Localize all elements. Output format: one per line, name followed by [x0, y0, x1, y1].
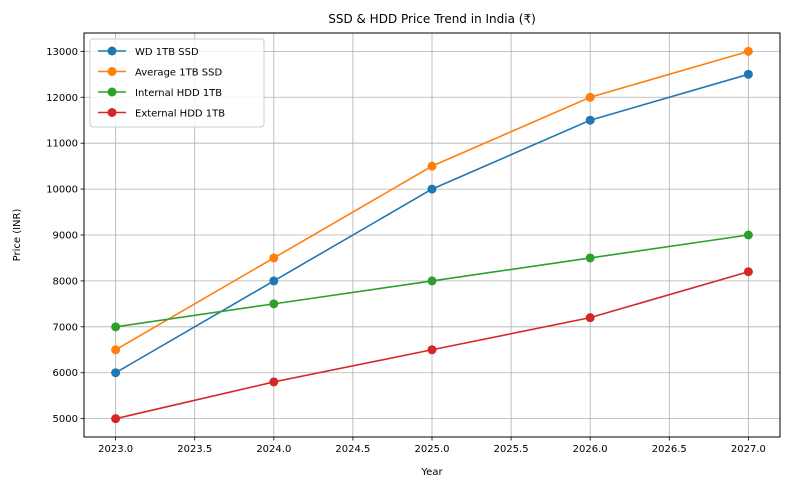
legend: WD 1TB SSD Average 1TB SSD Internal HDD 1T…	[89, 38, 265, 128]
data-point	[111, 368, 121, 378]
legend-label: Average 1TB SSD	[135, 68, 222, 79]
data-point	[427, 184, 437, 194]
x-tick-label: 2024.0	[256, 444, 291, 455]
x-tick-label: 2026.0	[573, 444, 608, 455]
y-tick-label: 12000	[46, 93, 78, 104]
y-tick-label: 10000	[46, 185, 78, 196]
data-point	[743, 46, 753, 56]
x-tick-label: 2027.0	[731, 444, 766, 455]
legend-item: WD 1TB SSD	[98, 46, 199, 58]
legend-label: Internal HDD 1TB	[135, 88, 222, 99]
x-tick-label: 2026.5	[652, 444, 687, 455]
legend-label: External HDD 1TB	[135, 109, 225, 120]
series-internal-hdd-1tb	[111, 230, 753, 332]
data-point	[111, 414, 121, 424]
data-point	[585, 313, 595, 323]
legend-label: WD 1TB SSD	[135, 47, 199, 58]
x-tick-label: 2023.0	[98, 444, 133, 455]
legend-marker	[107, 67, 117, 76]
y-tick-label: 5000	[53, 414, 78, 425]
data-point	[269, 377, 279, 387]
x-tick-label: 2024.5	[335, 444, 370, 455]
data-point	[427, 161, 437, 171]
ticks: 2023.0 2023.5 2024.0 2024.5 2025.0 2025.5 2026…	[46, 47, 766, 455]
data-point	[743, 267, 753, 277]
data-point	[111, 322, 121, 332]
y-tick-label: 6000	[53, 368, 78, 379]
y-tick-label: 9000	[53, 231, 78, 242]
x-tick-label: 2025.5	[494, 444, 529, 455]
y-axis-label: Price (INR)	[12, 209, 23, 262]
data-point	[269, 253, 279, 263]
data-point	[585, 115, 595, 125]
series-average-1tb-ssd	[111, 46, 753, 355]
legend-marker	[107, 46, 117, 56]
data-point	[269, 299, 279, 309]
legend-box	[89, 38, 265, 128]
series-layer	[111, 46, 753, 424]
data-point	[427, 276, 437, 286]
data-point	[269, 276, 279, 286]
chart-title: SSD & HDD Price Trend in India (₹)	[328, 12, 536, 26]
data-point	[743, 230, 753, 240]
data-point	[111, 345, 121, 355]
x-tick-label: 2025.0	[415, 444, 450, 455]
series-external-hdd-1tb	[111, 267, 753, 424]
x-axis-label: Year	[420, 467, 443, 478]
data-point	[743, 69, 753, 79]
legend-item: Internal HDD 1TB	[98, 87, 222, 99]
legend-marker	[107, 108, 117, 117]
y-tick-label: 8000	[53, 276, 78, 287]
data-point	[427, 345, 437, 355]
y-tick-label: 13000	[46, 47, 78, 58]
legend-item: External HDD 1TB	[98, 108, 225, 120]
y-tick-label: 7000	[53, 322, 78, 333]
x-tick-label: 2023.5	[177, 444, 212, 455]
data-point	[585, 92, 595, 102]
y-tick-label: 11000	[46, 139, 78, 150]
data-point	[585, 253, 595, 263]
legend-marker	[107, 87, 117, 97]
legend-item: Average 1TB SSD	[98, 67, 222, 79]
